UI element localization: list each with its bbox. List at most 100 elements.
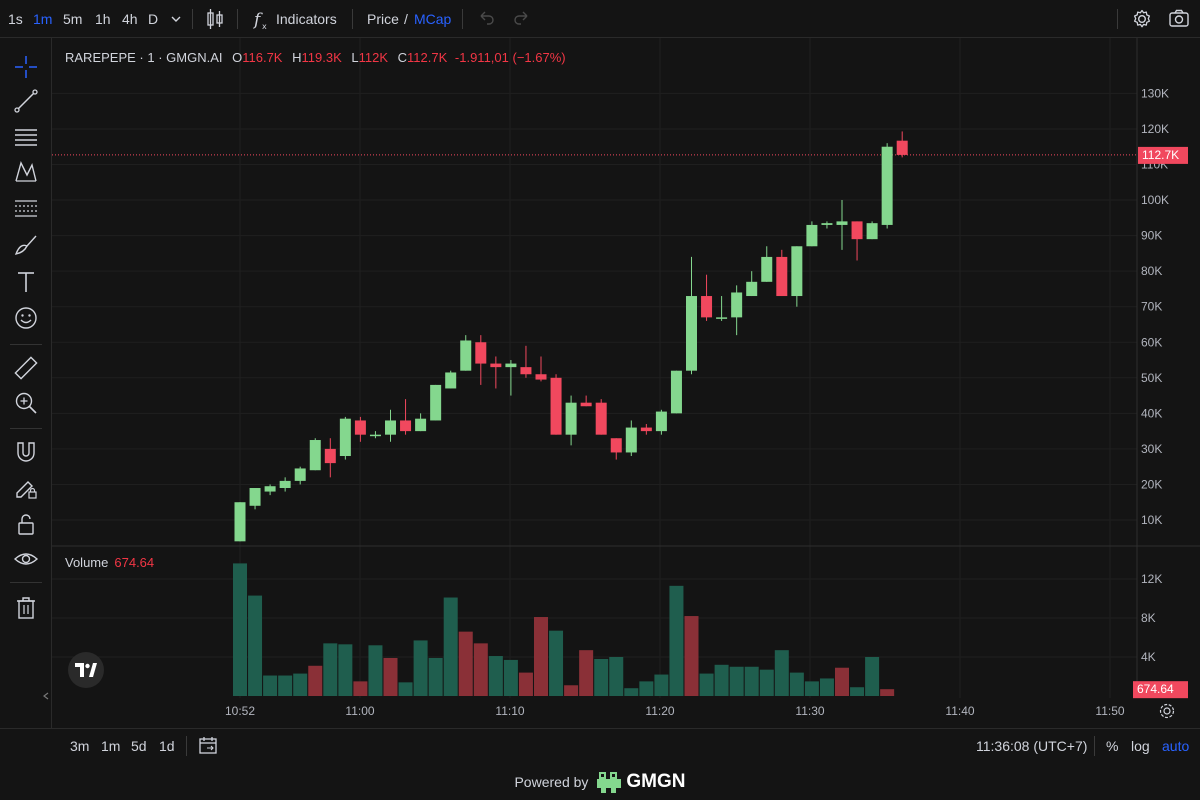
last-volume-tag	[1133, 681, 1188, 699]
candle-body	[595, 402, 607, 435]
emoji-icon[interactable]	[10, 302, 42, 334]
time-tick-label: 11:40	[945, 704, 974, 718]
horizontal-lines-icon[interactable]	[10, 121, 42, 153]
collapse-toolbar-icon[interactable]	[40, 680, 52, 712]
lock-drawing-icon[interactable]	[10, 472, 42, 504]
range-1d[interactable]: 1d	[159, 738, 175, 754]
volume-bar	[503, 659, 518, 696]
candle-body	[309, 440, 321, 471]
powered-by-text: Powered by	[514, 774, 589, 790]
percent-toggle[interactable]: %	[1106, 738, 1119, 754]
crosshair-icon[interactable]	[10, 51, 42, 83]
volume-bar	[353, 681, 368, 696]
trash-icon[interactable]	[10, 592, 42, 624]
volume-bar	[684, 616, 699, 696]
volume-bar	[488, 656, 503, 696]
bottom-toolbar: 3m 1m 5d 1d 11:36:08 (UTC+7) % log auto	[0, 728, 1200, 762]
auto-toggle[interactable]: auto	[1162, 738, 1190, 754]
volume-bar	[293, 673, 308, 696]
price-tick-label: 60K	[1141, 335, 1162, 349]
fib-retracement-icon[interactable]	[10, 193, 42, 225]
interval-1m[interactable]: 1m	[33, 11, 53, 27]
candle-body	[746, 281, 758, 297]
volume-bar	[383, 657, 398, 696]
indicators-button[interactable]: Indicators	[276, 11, 337, 27]
range-1m[interactable]: 1m	[101, 738, 121, 754]
interval-d[interactable]: D	[148, 11, 159, 27]
high-key: H	[292, 50, 302, 65]
price-toggle[interactable]: Price	[367, 11, 399, 27]
volume-axis: 12K 8K 4K	[1141, 572, 1162, 664]
price-tick-label: 80K	[1141, 264, 1162, 278]
powered-by-footer: Powered by GMGN	[0, 764, 1200, 800]
gmgn-brand[interactable]: GMGN	[626, 771, 686, 792]
price-tick-label: 50K	[1141, 371, 1162, 385]
interval-4h[interactable]: 4h	[122, 11, 138, 27]
interval-1h[interactable]: 1h	[95, 11, 111, 27]
candlestick-series	[234, 131, 908, 542]
interval-5m[interactable]: 5m	[63, 11, 83, 27]
price-tick-label: 70K	[1141, 300, 1162, 314]
volume-bar	[413, 640, 428, 696]
zoom-in-icon[interactable]	[10, 387, 42, 419]
volume-bar	[804, 681, 819, 696]
volume-bar	[518, 672, 533, 696]
candle-body	[294, 468, 306, 481]
volume-bar	[263, 675, 278, 696]
ruler-icon[interactable]	[10, 352, 42, 384]
last-price-tag-label: 112.7K	[1142, 148, 1179, 162]
range-5d[interactable]: 5d	[131, 738, 147, 754]
volume-bar	[233, 563, 247, 696]
candle-body	[701, 296, 713, 318]
candle-type-icon[interactable]	[205, 0, 225, 38]
time-axis: 10:52 11:00 11:10 11:20 11:30 11:40 11:50	[225, 704, 1125, 718]
volume-bar	[759, 669, 774, 696]
brush-icon[interactable]	[10, 229, 42, 261]
symbol-name[interactable]: RAREPEPE · 1 · GMGN.AI	[65, 50, 223, 65]
redo-icon[interactable]	[513, 0, 531, 38]
undo-icon[interactable]	[477, 0, 495, 38]
volume-label[interactable]: Volume	[65, 555, 109, 570]
candle-body	[580, 402, 592, 407]
settings-gear-icon[interactable]	[1131, 0, 1153, 38]
volume-bar	[865, 657, 880, 696]
time-tick-label: 11:30	[795, 704, 824, 718]
volume-bar	[308, 665, 323, 696]
volume-bar	[669, 585, 684, 696]
chart-area[interactable]: 130K120K110K100K90K80K70K60K50K40K30K20K…	[52, 38, 1200, 728]
time-tick-label: 11:50	[1095, 704, 1124, 718]
unlock-icon[interactable]	[10, 508, 42, 540]
tradingview-logo[interactable]	[68, 652, 104, 688]
low-value: 112K	[358, 50, 389, 65]
candle-body	[234, 502, 246, 542]
clock-timezone[interactable]: 11:36:08 (UTC+7)	[976, 738, 1088, 754]
log-toggle[interactable]: log	[1131, 738, 1150, 754]
candle-body	[490, 363, 502, 368]
volume-bar	[398, 682, 413, 696]
text-icon[interactable]	[10, 266, 42, 298]
candle-body	[836, 221, 848, 225]
camera-icon[interactable]	[1168, 0, 1190, 38]
candle-body	[881, 146, 893, 225]
ohlc-legend: RAREPEPE · 1 · GMGN.AI O116.7K H119.3K L…	[65, 50, 566, 65]
volume-bar	[624, 688, 639, 696]
volume-tick-label: 4K	[1141, 650, 1156, 664]
scale-settings-icon-ring	[1159, 703, 1175, 719]
volume-bar	[729, 666, 744, 696]
time-tick-label: 11:10	[495, 704, 524, 718]
magnet-icon[interactable]	[10, 436, 42, 468]
high-value: 119.3K	[301, 50, 342, 65]
date-range-icon[interactable]	[198, 729, 218, 763]
range-3m[interactable]: 3m	[70, 738, 90, 754]
price-tick-label: 40K	[1141, 406, 1162, 420]
pattern-icon[interactable]	[10, 156, 42, 188]
trend-line-icon[interactable]	[10, 85, 42, 117]
chevron-down-icon[interactable]	[170, 0, 182, 38]
scale-settings-icon[interactable]	[1159, 703, 1175, 719]
chart-grid	[52, 38, 1138, 698]
volume-bar	[443, 597, 458, 696]
interval-1s[interactable]: 1s	[8, 11, 23, 27]
mcap-toggle[interactable]: MCap	[414, 11, 452, 27]
eye-icon[interactable]	[10, 543, 42, 575]
